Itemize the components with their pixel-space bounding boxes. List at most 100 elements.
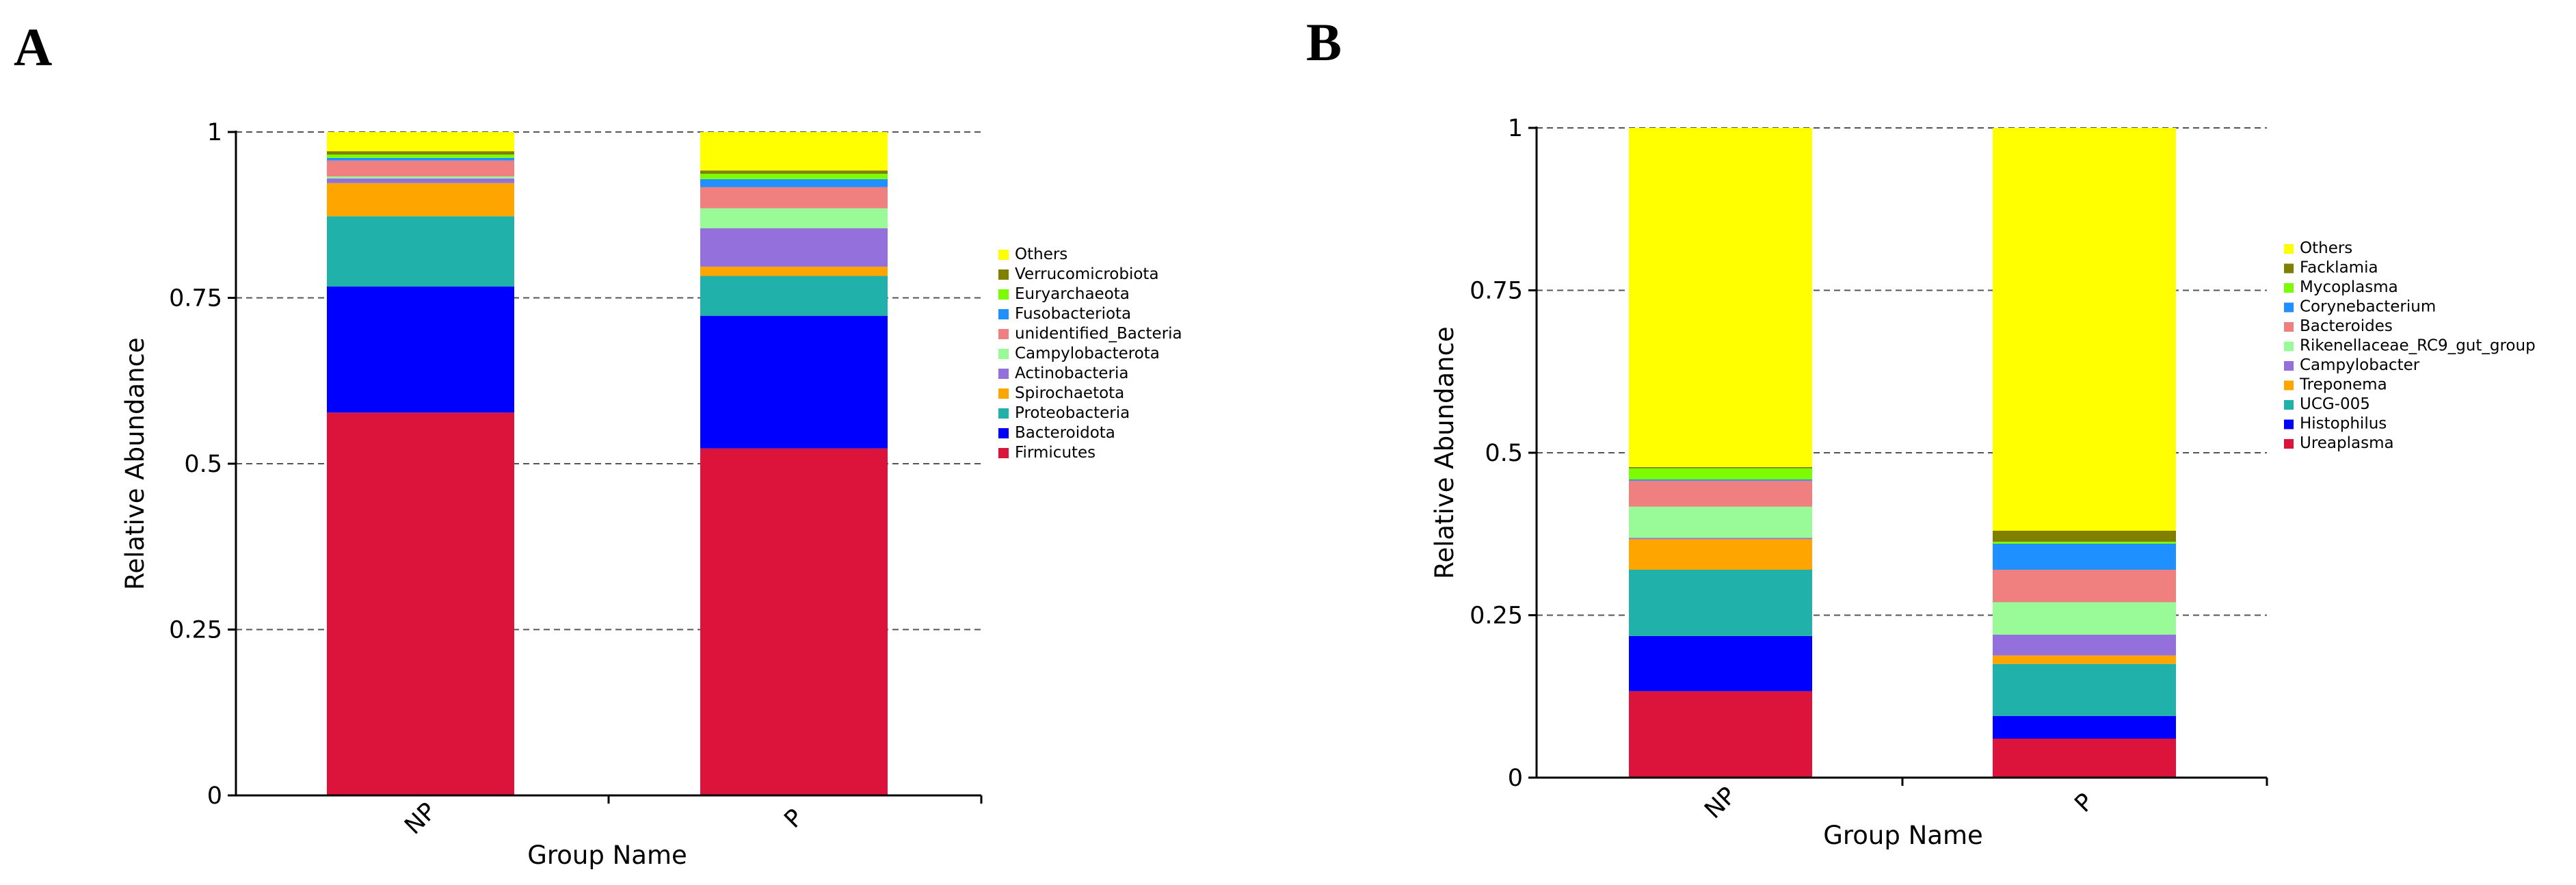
- panel-a-bar-p-segment: [700, 276, 888, 316]
- panel-a-legend-label: Verrucomicrobiota: [1015, 265, 1159, 283]
- panel-a-legend-label: Campylobacterota: [1015, 345, 1160, 362]
- panel-a-legend-swatch: [998, 250, 1009, 260]
- panel-a-x-axis-title: Group Name: [527, 841, 687, 870]
- panel-b-bar-p-segment: [1993, 635, 2176, 656]
- panel-b-legend-swatch: [2284, 341, 2294, 352]
- panel-a-legend-label: Fusobacteriota: [1015, 305, 1131, 323]
- panel-a-bar-np-segment: [327, 160, 514, 176]
- panel-a-legend-swatch: [998, 309, 1009, 319]
- panel-b-legend-swatch: [2284, 283, 2294, 293]
- panel-a-bar-p-segment: [700, 315, 888, 449]
- panel-a-legend-label: unidentified_Bacteria: [1015, 325, 1182, 343]
- panel-a-bar-p-segment: [700, 208, 888, 228]
- panel-b-x-axis-title: Group Name: [1823, 821, 1983, 850]
- panel-b-bar-np-segment: [1629, 480, 1812, 507]
- panel-a-y-tick-label: 0.5: [184, 451, 222, 478]
- panel-a-bar-p-segment: [700, 266, 888, 276]
- panel-b-legend-swatch: [2284, 419, 2294, 430]
- panel-a-legend-swatch: [998, 428, 1009, 438]
- panel-a-bar-np-segment: [327, 151, 514, 155]
- panel-a-legend-label: Spirochaetota: [1015, 384, 1124, 402]
- panel-a-legend-swatch: [998, 329, 1009, 339]
- panel-b-x-tick-label: NP: [1699, 782, 1742, 824]
- panel-b-legend-label: Corynebacterium: [2300, 298, 2436, 316]
- panel-b-bar-p-segment: [1993, 663, 2176, 716]
- panel-b-y-tick-label: 1: [1508, 115, 1523, 142]
- panel-b-legend-swatch: [2284, 302, 2294, 313]
- panel-a-legend-label: Actinobacteria: [1015, 365, 1128, 382]
- panel-b-x-tick-label: P: [2070, 789, 2099, 818]
- panel-b-legend-swatch: [2284, 400, 2294, 410]
- panel-b-y-tick-label: 0: [1508, 765, 1523, 792]
- panel-b-legend-label: Rikenellaceae_RC9_gut_group: [2300, 337, 2536, 355]
- panel-a-letter: A: [14, 17, 52, 77]
- panel-a-bar-np-segment: [327, 412, 514, 795]
- panel-a-bar-np-segment: [327, 132, 514, 152]
- panel-a-x-tick-label: P: [780, 804, 809, 834]
- panel-b-legend-label: Bacteroides: [2300, 317, 2393, 335]
- panel-a-bar-np-segment: [327, 178, 514, 183]
- panel-b-legend-swatch: [2284, 361, 2294, 371]
- panel-a-bar-np-segment: [327, 176, 514, 179]
- panel-b-bar-p-segment: [1993, 715, 2176, 739]
- panel-b-legend-swatch: [2284, 380, 2294, 391]
- panel-b-letter: B: [1306, 12, 1342, 72]
- panel-b-legend-label: Facklamia: [2300, 259, 2378, 277]
- panel-a-legend-swatch: [998, 388, 1009, 399]
- panel-b-bar-np-segment: [1629, 479, 1812, 481]
- panel-a-legend-label: Firmicutes: [1015, 444, 1096, 462]
- panel-a-y-tick-label: 0.75: [169, 285, 222, 313]
- panel-b-bar-np-segment: [1629, 539, 1812, 570]
- panel-a-y-axis-title: Relative Abundance: [120, 337, 150, 590]
- panel-b-legend-label: Ureaplasma: [2300, 434, 2394, 452]
- panel-a-x-tick-label: NP: [399, 797, 442, 840]
- panel-a-y-tick-label: 1: [207, 119, 222, 146]
- panel-a-bar-p-segment: [700, 170, 888, 174]
- panel-b-bar-np-segment: [1629, 466, 1812, 468]
- panel-b-bar-np-segment: [1629, 570, 1812, 636]
- panel-a-legend-swatch: [998, 448, 1009, 458]
- panel-b-bar-p-segment: [1993, 542, 2176, 544]
- panel-b-legend-swatch: [2284, 244, 2294, 254]
- panel-a-y-tick-label: 0: [207, 782, 222, 810]
- panel-b-bar-p-segment: [1993, 544, 2176, 570]
- panel-a-bar-np-segment: [327, 183, 514, 217]
- panel-b-bar-p-segment: [1993, 602, 2176, 635]
- panel-b-y-axis-title: Relative Abundance: [1430, 326, 1459, 579]
- panel-a-bar-p-segment: [700, 179, 888, 187]
- panel-a-legend-label: Euryarchaeota: [1015, 285, 1130, 303]
- panel-a-y-tick-label: 0.25: [169, 617, 222, 644]
- panel-a-legend-swatch: [998, 349, 1009, 359]
- panel-a-bar-p-segment: [700, 187, 888, 209]
- panel-b-legend-swatch: [2284, 322, 2294, 332]
- panel-b-legend-label: UCG-005: [2300, 395, 2370, 413]
- panel-a-legend-label: Bacteroidota: [1015, 424, 1115, 442]
- panel-a-bar-np-segment: [327, 287, 514, 413]
- panel-a-bar-np-segment: [327, 157, 514, 161]
- panel-a-bar-np-segment: [327, 216, 514, 287]
- panel-b-legend-swatch: [2284, 263, 2294, 274]
- panel-a-legend-swatch: [998, 408, 1009, 419]
- panel-b-legend-swatch: [2284, 439, 2294, 449]
- panel-a-legend-label: Others: [1015, 246, 1067, 263]
- panel-b-bar-p-segment: [1993, 655, 2176, 664]
- panel-a-bar-p-segment: [700, 228, 888, 267]
- panel-a-bar-np-segment: [327, 154, 514, 158]
- panel-b-y-tick-label: 0.5: [1485, 440, 1523, 467]
- panel-b-y-tick-label: 0.75: [1470, 278, 1523, 305]
- panel-b-bar-np-segment: [1629, 635, 1812, 691]
- panel-a-legend-swatch: [998, 269, 1009, 280]
- panel-b-bar-np-segment: [1629, 691, 1812, 778]
- panel-b-bar-np-segment: [1629, 128, 1812, 467]
- panel-a-bar-p-segment: [700, 448, 888, 795]
- panel-a-legend-swatch: [998, 289, 1009, 300]
- panel-b-y-tick-label: 0.25: [1470, 603, 1523, 630]
- panel-b-bar-np-segment: [1629, 538, 1812, 540]
- panel-a-bar-p-segment: [700, 174, 888, 179]
- panel-b-bar-p-segment: [1993, 531, 2176, 542]
- panel-b-legend-label: Treponema: [2299, 376, 2387, 394]
- panel-b-legend-label: Others: [2300, 239, 2352, 257]
- panel-b-bar-p-segment: [1993, 739, 2176, 778]
- panel-b-bar-p-segment: [1993, 128, 2176, 531]
